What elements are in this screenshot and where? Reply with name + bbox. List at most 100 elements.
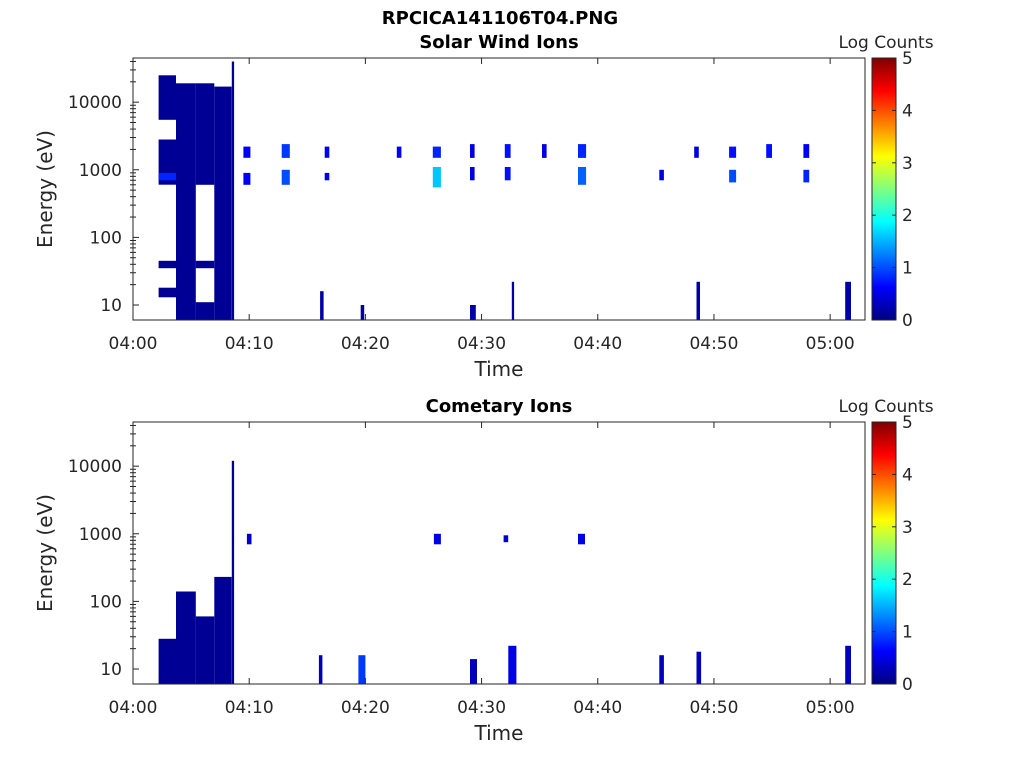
spectrogram-cell <box>504 144 511 158</box>
x-tick-label: 04:00 <box>109 334 158 354</box>
spectrogram-cell <box>358 655 366 684</box>
spectrogram-cell <box>158 260 176 269</box>
spectrogram-cell <box>504 167 511 181</box>
spectrogram-cell <box>195 616 215 684</box>
spectrogram-cell <box>845 645 851 684</box>
spectrogram-cell <box>578 533 585 545</box>
y-tick-label: 10000 <box>68 93 122 113</box>
spectrogram-cell <box>729 146 737 158</box>
colorbar-tick-label: 1 <box>902 259 913 279</box>
colorbar-tick-label: 2 <box>902 206 913 226</box>
x-tick-label: 04:10 <box>225 334 274 354</box>
spectrogram-cell <box>503 535 509 543</box>
colorbar-label: Log Counts <box>838 33 933 53</box>
spectrogram-cell <box>803 144 810 158</box>
colorbar-tick-label: 0 <box>902 675 913 695</box>
spectrogram-cell <box>470 167 475 181</box>
x-axis-label: Time <box>474 721 524 745</box>
spectrogram-cell <box>158 75 176 120</box>
y-tick-label: 10 <box>100 296 122 316</box>
x-tick-label: 04:50 <box>689 698 738 718</box>
colorbar-tick-label: 5 <box>902 413 913 433</box>
spectrogram-cell <box>694 146 699 158</box>
spectrogram-cell <box>324 146 330 158</box>
colorbar-tick-label: 3 <box>902 154 913 174</box>
spectrogram-cell <box>396 146 402 158</box>
spectrogram-cell <box>766 144 772 158</box>
x-tick-label: 04:00 <box>109 698 158 718</box>
spectrogram-cell <box>542 144 547 158</box>
spectrogram-cell <box>158 638 176 684</box>
spectrogram-cell <box>845 281 851 320</box>
y-tick-label: 100 <box>90 592 122 612</box>
spectrogram-cell <box>696 281 700 320</box>
x-tick-label: 04:30 <box>457 698 506 718</box>
x-axis-label: Time <box>474 357 524 381</box>
spectrogram-cell <box>195 260 215 269</box>
spectrogram-cell <box>729 169 737 183</box>
spectrogram-cell <box>320 291 324 320</box>
colorbar-tick-label: 3 <box>902 518 913 538</box>
spectrogram-cell <box>214 576 232 684</box>
x-tick-label: 05:00 <box>806 698 855 718</box>
colorbar-tick-label: 4 <box>902 465 913 485</box>
spectrogram-cell <box>696 651 702 684</box>
spectrogram-cell <box>433 533 441 545</box>
spectrogram-cell <box>324 172 330 181</box>
spectrogram-cell <box>158 287 176 298</box>
x-tick-label: 04:10 <box>225 698 274 718</box>
spectrogram-cells <box>158 61 851 320</box>
spectrogram-cell <box>195 302 215 320</box>
y-tick-label: 1000 <box>79 161 122 181</box>
spectrogram-cell <box>231 460 235 684</box>
spectrogram-cell <box>432 167 441 188</box>
x-tick-label: 04:50 <box>689 334 738 354</box>
y-tick-label: 10000 <box>68 457 122 477</box>
y-tick-label: 100 <box>90 228 122 248</box>
figure-title: RPCICA141106T04.PNG <box>382 8 618 29</box>
spectrogram-cell <box>231 61 235 320</box>
x-tick-label: 04:30 <box>457 334 506 354</box>
spectrogram-cell <box>246 533 252 545</box>
colorbar-tick-label: 0 <box>902 311 913 331</box>
spectrogram-cell <box>243 146 251 158</box>
spectrogram-cell <box>432 146 441 158</box>
spectrogram-cell <box>508 645 517 684</box>
panel-title: Solar Wind Ions <box>419 32 578 53</box>
spectrogram-cell <box>803 169 810 183</box>
spectrogram-cell <box>281 169 290 185</box>
x-tick-label: 04:40 <box>573 334 622 354</box>
panel-title: Cometary Ions <box>426 396 573 417</box>
spectrogram-cell <box>578 144 587 158</box>
panels: 04:00 04:10 04:20 04:30 04:40 04:50 05:0010100… <box>33 32 934 745</box>
colorbar-label: Log Counts <box>838 397 933 417</box>
spectrogram-cell <box>176 83 196 320</box>
plot-area <box>133 422 865 684</box>
colorbar <box>871 57 897 321</box>
spectrogram-cell <box>470 659 477 684</box>
y-tick-label: 1000 <box>79 525 122 545</box>
colorbar-tick-label: 5 <box>902 49 913 69</box>
spectrogram-cell <box>281 144 290 158</box>
spectrogram-cell <box>470 144 475 158</box>
spectrogram-cells <box>158 460 851 684</box>
spectrogram-cell <box>158 172 176 181</box>
axes-frame <box>132 421 866 685</box>
colorbar-tick-label: 2 <box>902 570 913 590</box>
spectrogram-cell <box>214 86 232 320</box>
spectrogram-cell <box>578 167 587 185</box>
y-axis-label: Energy (eV) <box>33 494 57 612</box>
spectrogram-cell <box>360 305 365 320</box>
colorbar-tick-label: 1 <box>902 623 913 643</box>
spectrogram-cell <box>470 305 476 320</box>
panel-1: 04:00 04:10 04:20 04:30 04:40 04:50 05:0010100… <box>33 32 934 381</box>
panel-2: 04:00 04:10 04:20 04:30 04:40 04:50 05:0010100… <box>33 396 934 745</box>
y-tick-label: 10 <box>100 660 122 680</box>
spectrogram-cell <box>659 655 664 684</box>
spectrogram-cell <box>176 591 196 684</box>
x-tick-label: 04:20 <box>341 334 390 354</box>
axes-frame <box>132 57 866 321</box>
colorbar <box>871 421 897 685</box>
